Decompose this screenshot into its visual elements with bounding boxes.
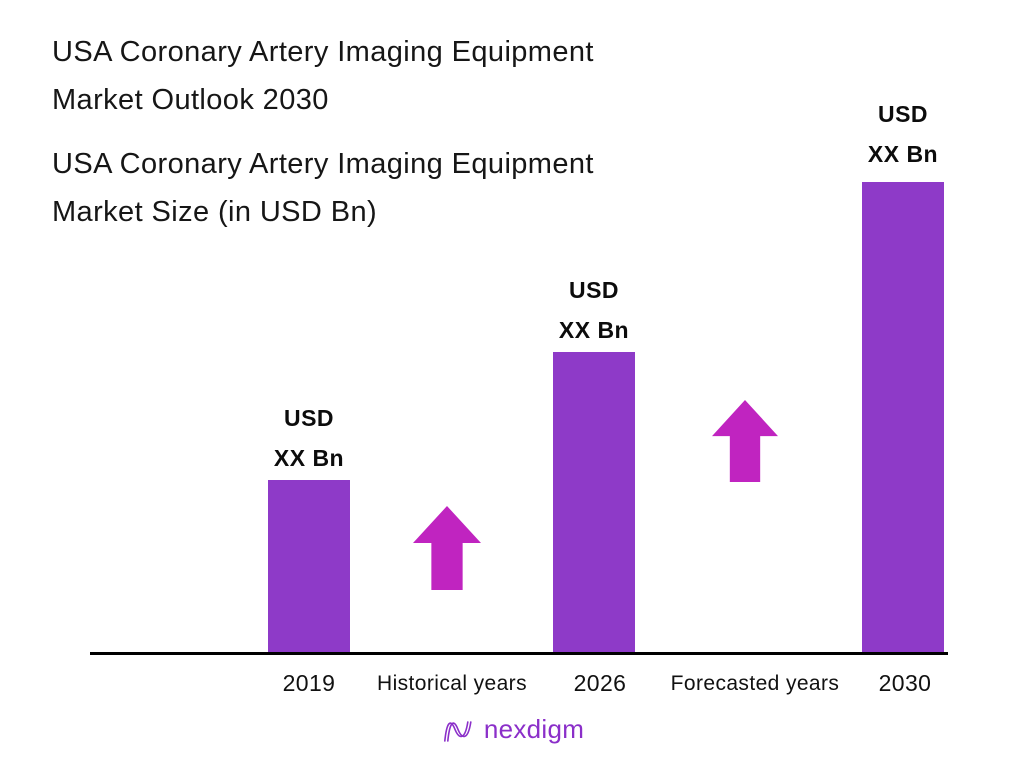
bar-value-label-2026: USD XX Bn: [509, 270, 679, 350]
nexdigm-logo-icon: [440, 715, 476, 745]
bar-value-label-2019: USD XX Bn: [224, 398, 394, 478]
nexdigm-logo-text: nexdigm: [483, 714, 585, 744]
x-axis-label-2019: 2019: [282, 670, 336, 696]
bar-value-label-2019-line1: USD: [283, 405, 335, 431]
x-axis-label-forecasted-years: Forecasted years: [670, 672, 840, 695]
chart-title-line-2: Market Outlook 2030: [52, 84, 329, 116]
x-axis-line: [90, 652, 948, 655]
chart-subtitle-line-2: Market Size (in USD Bn): [52, 196, 378, 228]
x-axis-label-2026: 2026: [573, 670, 627, 696]
bar-2030: [862, 182, 944, 652]
up-arrow-icon: [413, 506, 481, 590]
up-arrow-icon: [712, 400, 778, 482]
bar-value-label-2019-line2: XX Bn: [273, 445, 345, 471]
bar-value-label-2030-line2: XX Bn: [867, 141, 939, 167]
chart-subtitle-line-1: USA Coronary Artery Imaging Equipment: [52, 148, 594, 180]
bar-value-label-2030: USD XX Bn: [818, 94, 988, 174]
bar-2019: [268, 480, 350, 652]
nexdigm-logo: nexdigm: [440, 714, 584, 745]
x-axis-label-2030: 2030: [878, 670, 932, 696]
chart-title-line-1: USA Coronary Artery Imaging Equipment: [52, 36, 594, 68]
bar-value-label-2026-line1: USD: [568, 277, 620, 303]
bar-value-label-2030-line1: USD: [877, 101, 929, 127]
bar-value-label-2026-line2: XX Bn: [558, 317, 630, 343]
bar-2026: [553, 352, 635, 652]
x-axis-label-historical-years: Historical years: [377, 672, 527, 695]
